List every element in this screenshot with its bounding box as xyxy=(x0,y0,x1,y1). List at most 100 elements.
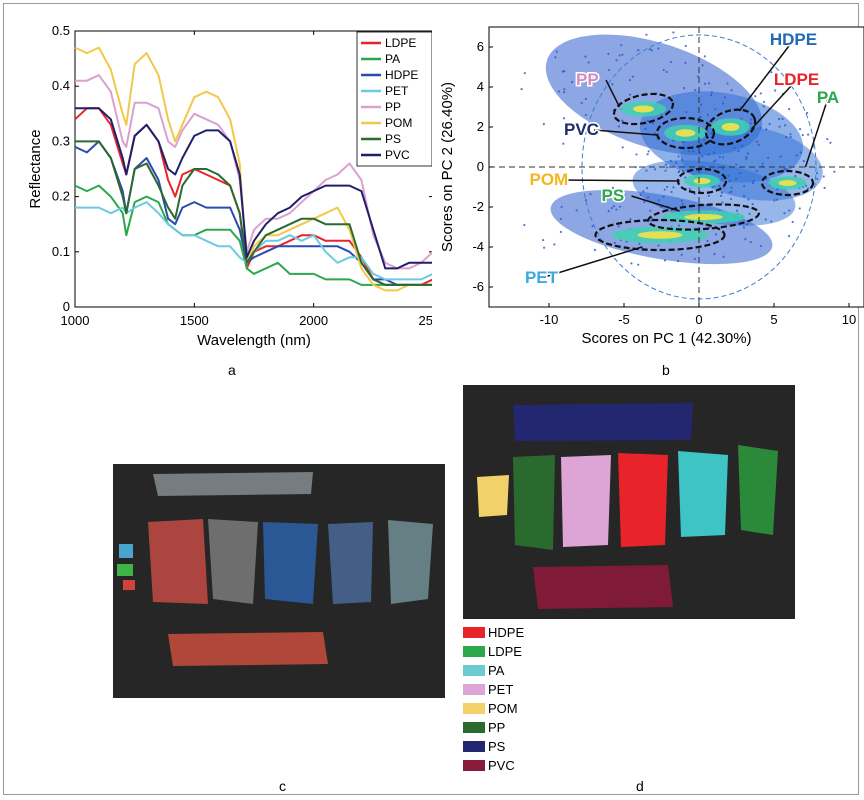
score-point xyxy=(751,182,755,185)
score-point xyxy=(822,175,825,178)
y-tick-label-b: 0 xyxy=(477,159,484,174)
score-point xyxy=(554,56,557,59)
cluster-label-pvc: PVC xyxy=(564,120,599,139)
score-point xyxy=(703,55,706,58)
score-point xyxy=(642,190,645,193)
segment-pvc xyxy=(533,565,673,609)
score-point xyxy=(721,201,724,204)
score-point xyxy=(672,31,675,34)
score-point xyxy=(680,253,683,256)
score-point xyxy=(728,180,732,183)
score-point xyxy=(669,159,672,163)
segment-hdpe xyxy=(618,453,668,547)
score-point xyxy=(638,242,641,245)
score-point xyxy=(729,197,733,201)
score-point xyxy=(719,194,723,197)
score-point xyxy=(787,235,791,238)
score-point xyxy=(557,90,561,93)
segmentation-legend-item: PP xyxy=(463,718,603,737)
y-tick-label-a: 0.1 xyxy=(52,244,70,259)
score-point xyxy=(620,44,623,47)
score-point xyxy=(722,255,725,258)
score-point xyxy=(699,115,702,118)
score-point xyxy=(752,179,755,183)
score-point xyxy=(637,263,640,266)
score-point xyxy=(662,68,665,72)
cluster-peak-pa xyxy=(778,180,797,186)
score-point xyxy=(559,230,562,234)
score-point xyxy=(664,163,667,166)
cluster-peak-pom xyxy=(693,178,711,184)
score-point xyxy=(806,111,809,115)
score-point xyxy=(734,177,738,181)
segmentation-image xyxy=(463,385,795,619)
score-point xyxy=(657,244,660,247)
x-tick-label-b: -5 xyxy=(618,312,630,327)
score-point xyxy=(717,184,721,188)
score-point xyxy=(773,199,776,202)
score-point xyxy=(722,156,725,159)
flake-blue-white-group xyxy=(328,522,373,604)
score-point xyxy=(645,186,649,190)
flake-white-group xyxy=(208,519,258,604)
score-point xyxy=(788,108,791,111)
score-point xyxy=(570,80,574,84)
score-point xyxy=(783,167,787,170)
segment-ps xyxy=(513,403,693,441)
segmentation-legend-swatch xyxy=(463,760,485,771)
flake-cyan-group xyxy=(388,520,433,604)
series-line-pvc xyxy=(75,107,432,270)
score-point xyxy=(663,188,666,191)
score-point xyxy=(788,209,791,212)
flake-red-group xyxy=(148,519,208,604)
score-point xyxy=(749,240,752,244)
panel-label-a: a xyxy=(228,362,236,378)
score-point xyxy=(681,169,685,172)
score-point xyxy=(710,91,713,94)
score-point xyxy=(607,68,611,72)
score-point xyxy=(680,199,683,203)
score-point xyxy=(798,128,802,131)
segmentation-legend-label: LDPE xyxy=(488,644,522,659)
legend-label-pom: POM xyxy=(385,116,412,130)
x-axis-label-b: Scores on PC 1 (42.30%) xyxy=(581,330,751,347)
score-point xyxy=(791,220,794,224)
score-point xyxy=(621,146,624,149)
score-point xyxy=(815,172,819,175)
arrow-ps xyxy=(631,195,680,212)
segment-pa xyxy=(678,451,728,537)
score-point xyxy=(779,155,782,158)
score-point xyxy=(718,155,721,159)
score-point xyxy=(657,47,660,50)
y-tick-label-a: 0.4 xyxy=(52,78,70,93)
segmentation-legend-label: PS xyxy=(488,739,506,754)
score-point xyxy=(618,54,621,57)
score-point xyxy=(747,198,750,201)
score-point xyxy=(703,82,707,85)
segmentation-legend-label: PA xyxy=(488,663,505,678)
score-point xyxy=(646,153,649,156)
segmentation-legend-item: LDPE xyxy=(463,642,603,661)
score-point xyxy=(754,95,757,98)
score-point xyxy=(823,186,826,189)
score-point xyxy=(691,150,695,153)
score-point xyxy=(783,212,786,215)
score-point xyxy=(621,53,624,56)
score-point xyxy=(542,238,545,242)
score-point xyxy=(684,176,687,179)
segmentation-legend-label: PP xyxy=(488,720,506,735)
score-point xyxy=(799,151,802,154)
segmentation-legend-label: PET xyxy=(488,682,514,697)
score-point xyxy=(735,209,739,212)
score-point xyxy=(795,154,798,157)
score-point xyxy=(684,44,687,48)
score-point xyxy=(699,142,702,145)
score-point xyxy=(653,132,657,135)
score-point xyxy=(664,169,667,172)
score-point xyxy=(745,157,748,160)
score-point xyxy=(611,186,615,189)
score-point xyxy=(559,217,562,221)
score-point xyxy=(757,143,760,146)
score-point xyxy=(710,93,713,97)
segmentation-legend-item: PS xyxy=(463,737,603,756)
